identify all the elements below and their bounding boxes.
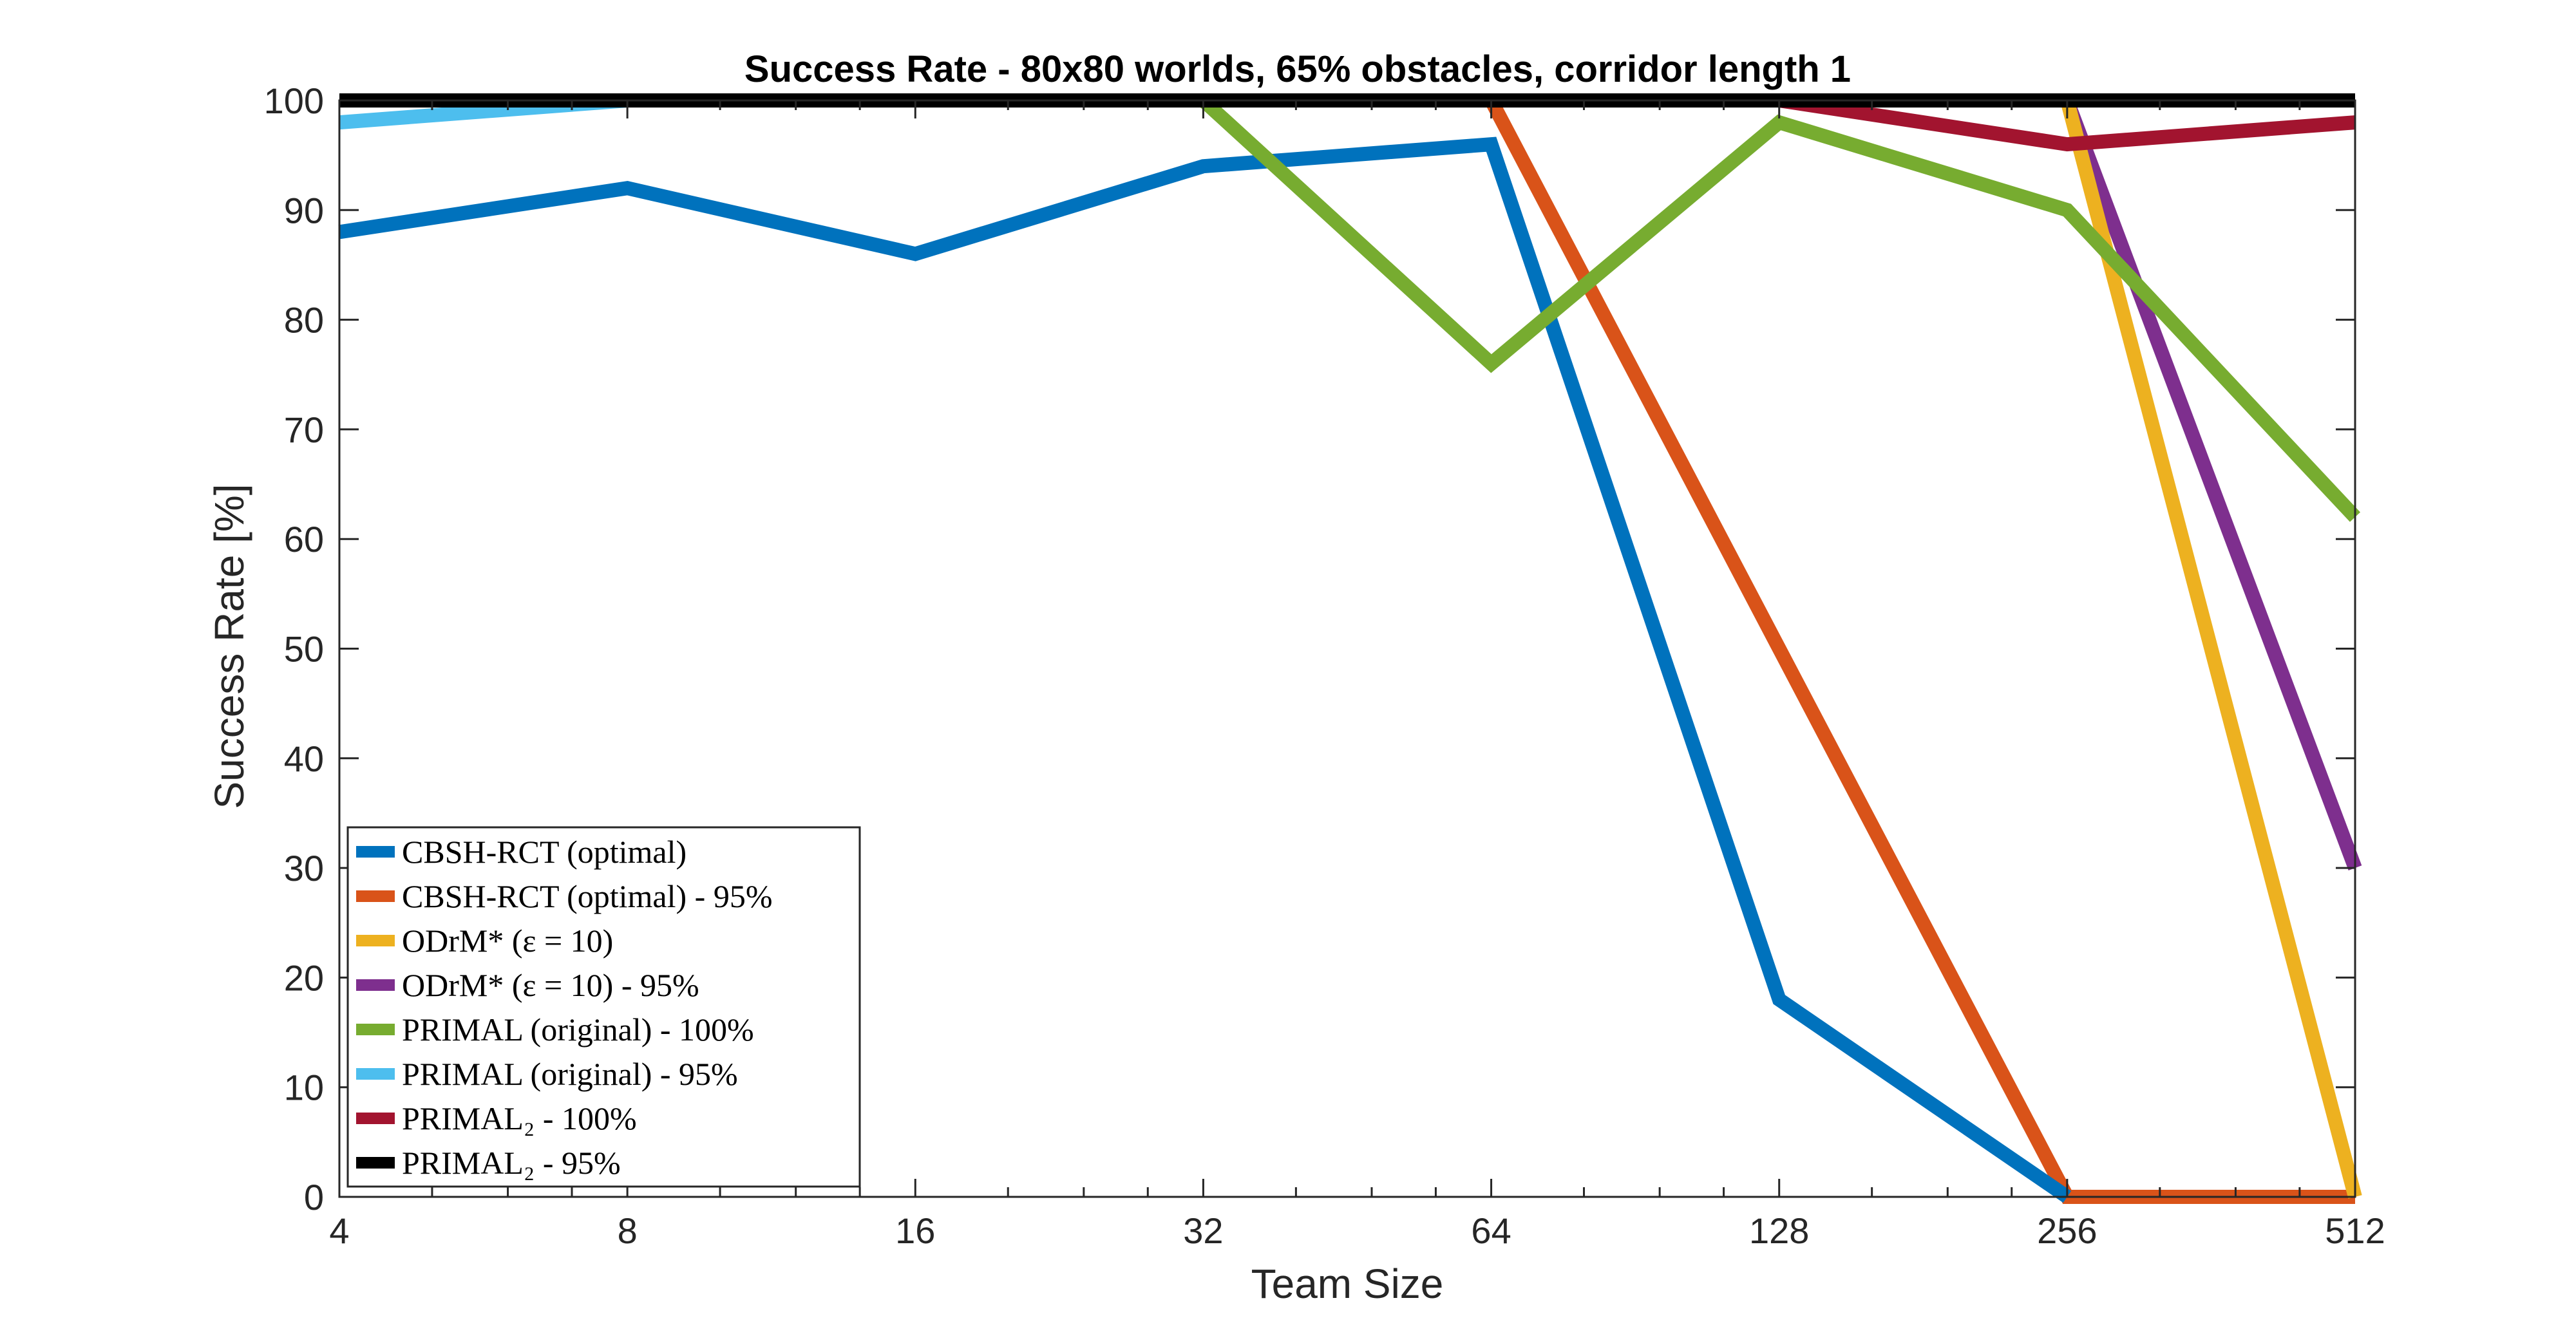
legend-entry: PRIMAL₂ - 95% — [402, 1145, 621, 1181]
y-tick-label: 0 — [304, 1177, 324, 1217]
chart-title: Success Rate - 80x80 worlds, 65% obstacl… — [744, 48, 1851, 90]
legend-entry: PRIMAL (original) - 100% — [402, 1011, 754, 1047]
y-axis-label: Success Rate [%] — [206, 484, 252, 809]
legend-entry: CBSH-RCT (optimal) — [402, 834, 687, 870]
y-tick-label: 80 — [284, 300, 324, 341]
legend-entry: ODrM* (ε = 10) - 95% — [402, 967, 699, 1003]
legend-entry: ODrM* (ε = 10) — [402, 923, 613, 959]
y-tick-label: 60 — [284, 519, 324, 559]
y-tick-label: 70 — [284, 409, 324, 450]
legend-box — [346, 826, 861, 1188]
series-line-4 — [338, 136, 2072, 1203]
y-tick-label: 50 — [284, 629, 324, 670]
x-tick-label: 32 — [1183, 1210, 1223, 1251]
x-tick-label: 4 — [329, 1210, 349, 1251]
y-tick-label: 10 — [284, 1067, 324, 1108]
x-tick-label: 16 — [895, 1210, 935, 1251]
x-tick-label: 512 — [2325, 1210, 2385, 1251]
y-tick-label: 40 — [284, 738, 324, 779]
x-tick-label: 8 — [618, 1210, 638, 1251]
legend-entry: PRIMAL₂ - 100% — [402, 1100, 637, 1136]
x-tick-label: 256 — [2037, 1210, 2097, 1251]
x-axis-label: Team Size — [1251, 1261, 1444, 1307]
legend-entry: CBSH-RCT (optimal) - 95% — [402, 878, 772, 914]
y-tick-label: 30 — [284, 848, 324, 888]
x-tick-label: 128 — [1749, 1210, 1809, 1251]
legend-entry: PRIMAL (original) - 95% — [402, 1056, 738, 1092]
y-tick-label: 20 — [284, 957, 324, 998]
x-tick-label: 64 — [1471, 1210, 1511, 1251]
y-tick-label: 90 — [284, 190, 324, 230]
y-tick-label: 100 — [264, 80, 324, 121]
